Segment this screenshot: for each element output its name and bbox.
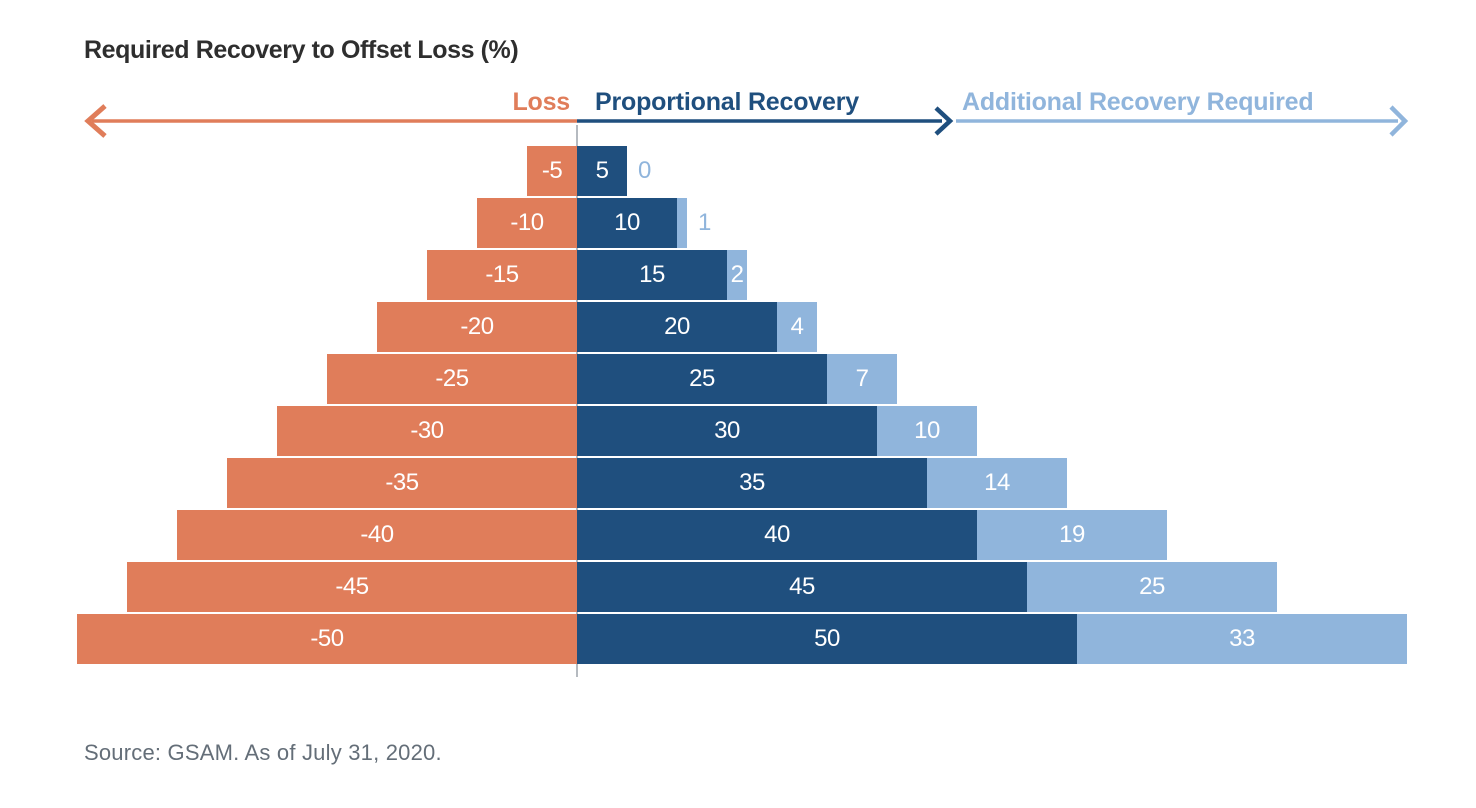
- bar-value-label: 45: [789, 573, 815, 600]
- source-note: Source: GSAM. As of July 31, 2020.: [84, 740, 442, 765]
- bar-value-label: -30: [410, 417, 444, 444]
- bar-value-label: -10: [510, 209, 544, 236]
- bar-value-label: -50: [310, 625, 344, 652]
- bar-value-label: 19: [1059, 521, 1085, 548]
- proportional-bar: 10: [577, 198, 677, 248]
- chart-row: -50 50 33: [0, 614, 1476, 664]
- proportional-bar: 20: [577, 302, 777, 352]
- chart-row: -20 20 4: [0, 302, 1476, 352]
- bar-value-label: -25: [435, 365, 469, 392]
- chart-title: Required Recovery to Offset Loss (%): [84, 36, 519, 64]
- legend-proportional-label: Proportional Recovery: [595, 88, 859, 116]
- additional-bar: 4: [777, 302, 817, 352]
- bar-value-label: -35: [385, 469, 419, 496]
- additional-bar: 33: [1077, 614, 1407, 664]
- bar-value-label: 0: [638, 157, 651, 184]
- loss-bar: -50: [77, 614, 577, 664]
- additional-bar: 2: [727, 250, 747, 300]
- loss-bar: -15: [427, 250, 577, 300]
- chart-row: -25 25 7: [0, 354, 1476, 404]
- chart-row: -10 10 1: [0, 198, 1476, 248]
- bar-value-label: 25: [689, 365, 715, 392]
- bar-value-label: 1: [698, 209, 711, 236]
- loss-bar: -5: [527, 146, 577, 196]
- bar-value-label: 2: [730, 261, 744, 288]
- legend-loss-label: Loss: [512, 88, 570, 116]
- loss-bar: -25: [327, 354, 577, 404]
- bar-value-label: 35: [739, 469, 765, 496]
- additional-bar: 19: [977, 510, 1167, 560]
- chart-row: -45 45 25: [0, 562, 1476, 612]
- bar-value-label: 4: [790, 313, 804, 340]
- loss-bar: -35: [227, 458, 577, 508]
- proportional-bar: 45: [577, 562, 1027, 612]
- bar-value-label: 33: [1229, 625, 1255, 652]
- bar-value-label: 20: [664, 313, 690, 340]
- chart-row: -15 15 2: [0, 250, 1476, 300]
- proportional-bar: 30: [577, 406, 877, 456]
- bar-value-label: 5: [595, 157, 609, 184]
- chart-row: -30 30 10: [0, 406, 1476, 456]
- bar-value-label: 7: [855, 365, 869, 392]
- loss-bar: -30: [277, 406, 577, 456]
- chart-row: -5 5 0: [0, 146, 1476, 196]
- proportional-bar: 15: [577, 250, 727, 300]
- loss-bar: -10: [477, 198, 577, 248]
- additional-bar: [677, 198, 687, 248]
- bar-value-label: -45: [335, 573, 369, 600]
- legend-additional-label: Additional Recovery Required: [962, 88, 1314, 116]
- proportional-bar: 50: [577, 614, 1077, 664]
- bar-value-label: -5: [541, 157, 563, 184]
- proportional-bar: 5: [577, 146, 627, 196]
- bar-value-label: -15: [485, 261, 519, 288]
- proportional-bar: 40: [577, 510, 977, 560]
- bar-value-label: 50: [814, 625, 840, 652]
- bar-value-label: 10: [614, 209, 640, 236]
- additional-bar: 25: [1027, 562, 1277, 612]
- additional-bar: 7: [827, 354, 897, 404]
- loss-bar: -40: [177, 510, 577, 560]
- proportional-bar: 25: [577, 354, 827, 404]
- additional-bar: 10: [877, 406, 977, 456]
- bar-value-label: -20: [460, 313, 494, 340]
- bar-value-label: 40: [764, 521, 790, 548]
- loss-bar: -45: [127, 562, 577, 612]
- bar-value-label: 30: [714, 417, 740, 444]
- loss-bar: -20: [377, 302, 577, 352]
- proportional-bar: 35: [577, 458, 927, 508]
- chart-row: -35 35 14: [0, 458, 1476, 508]
- bar-value-label: 15: [639, 261, 665, 288]
- bar-value-label: -40: [360, 521, 394, 548]
- bar-value-label: 10: [914, 417, 940, 444]
- bar-value-label: 14: [984, 469, 1010, 496]
- bar-value-label: 25: [1139, 573, 1165, 600]
- chart-row: -40 40 19: [0, 510, 1476, 560]
- additional-bar: 14: [927, 458, 1067, 508]
